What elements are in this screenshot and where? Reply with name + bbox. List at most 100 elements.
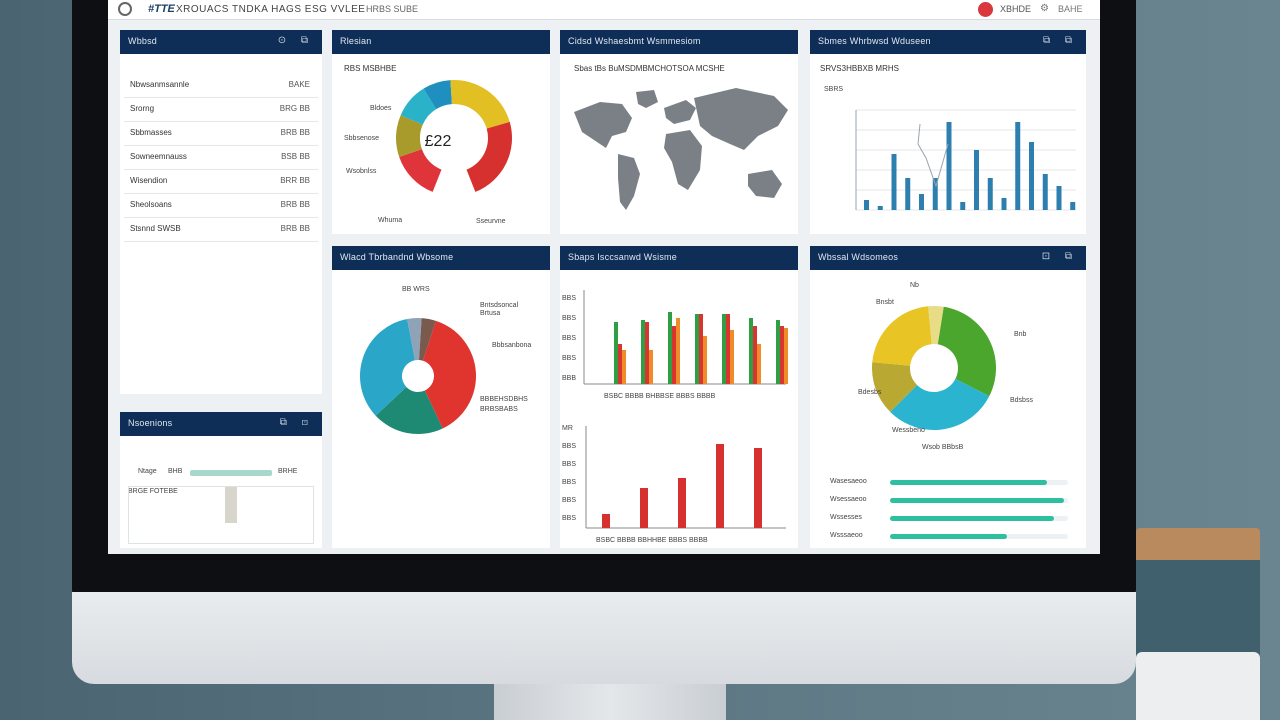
cup-lid <box>1136 528 1260 564</box>
notification-bar <box>225 487 237 523</box>
list-item-name: Sowneemnauss <box>130 152 187 161</box>
app-title: XROUACS TNDKA HAGS ESG VVLEE <box>176 4 366 15</box>
progress-track <box>890 516 1068 521</box>
gear-icon[interactable]: ⚙ <box>1040 3 1049 14</box>
revenue-slice <box>400 88 437 125</box>
list-item-name: Nbwsanmsannle <box>130 80 190 89</box>
list-item-name: Srorng <box>130 104 155 113</box>
panel-controls-icon[interactable]: ⊡ ⧉ <box>1041 251 1078 262</box>
bar <box>699 314 703 384</box>
list-item[interactable]: Sheolsoans BRB BB <box>124 194 318 218</box>
notifications-header: Nsoenions ⧉ ⊡ <box>120 412 322 436</box>
list-item-value: BRB BB <box>280 128 310 137</box>
menu-link[interactable]: BAHE <box>1058 4 1083 14</box>
x-axis-labels: BSBC BBBB BHBBSE BBBS BBBB <box>604 393 716 400</box>
tick-label: BBS <box>562 295 576 302</box>
progress-track <box>890 480 1068 485</box>
world-title: Cidsd Wshaesbmt Wsmmesiom <box>568 36 701 46</box>
tick-label: MR <box>562 425 573 432</box>
bar <box>1056 186 1062 210</box>
donut-right-slice <box>872 362 918 412</box>
donut-right-slice <box>937 306 996 397</box>
revenue-slice <box>396 115 423 157</box>
progress-fill <box>890 534 1008 539</box>
map-greenland <box>636 90 658 108</box>
tick-label: BBS <box>562 497 576 504</box>
list-item[interactable]: Stsnnd SWSB BRB BB <box>124 218 318 242</box>
list-item[interactable]: Srorng BRG BB <box>124 98 318 122</box>
donut-right-label: Bnb <box>1014 331 1027 338</box>
top-bar: #TTE XROUACS TNDKA HAGS ESG VVLEE HRBS S… <box>108 0 1100 20</box>
list-item[interactable]: Sowneemnauss BSB BB <box>124 146 318 170</box>
bar <box>776 320 780 384</box>
revenue-gauge-chart: £22 Bldoes Sbbsenose Wsobnlss Whuma Sseurvne <box>344 80 512 225</box>
white-container <box>1136 652 1260 720</box>
notification-icon[interactable] <box>978 2 993 17</box>
bar <box>668 312 672 384</box>
sidebar-header: Wbbsd ⊙ ⧉ <box>120 30 322 54</box>
donut-right-header: Wbssal Wdsomeos ⊡ ⧉ <box>810 246 1086 270</box>
donut-right-slice <box>872 306 932 366</box>
bar <box>974 150 979 210</box>
tick-label: BBS <box>562 461 576 468</box>
tick-label: BBS <box>562 443 576 450</box>
panel-controls-icon[interactable]: ⊙ ⧉ <box>277 35 314 46</box>
bar <box>622 350 626 384</box>
donut-left-slice <box>360 319 416 416</box>
progress-label: Wsessaeoo <box>830 496 867 503</box>
revenue-header: Rlesian <box>332 30 550 54</box>
user-menu[interactable]: XBHDE <box>1000 4 1032 14</box>
donut-right-label: Wessbeno <box>892 427 925 434</box>
list-item-name: Stsnnd SWSB <box>130 224 181 233</box>
bar <box>905 178 911 210</box>
list-item-name: Sheolsoans <box>130 200 172 209</box>
monitor-chin <box>72 592 1136 684</box>
donut-right-panel: Wbssal Wdsomeos ⊡ ⧉ Nb Bnsbt Bnb Bdesbs Bds… <box>810 246 1086 548</box>
panel-controls-icon[interactable]: ⧉ ⊡ <box>279 417 314 428</box>
list-item[interactable]: Sbbmasses BRB BB <box>124 122 318 146</box>
donut-left-slice <box>419 318 436 361</box>
bar <box>753 326 757 384</box>
revenue-label: Sseurvne <box>476 218 506 225</box>
list-item[interactable]: Wisendion BRR BB <box>124 170 318 194</box>
map-africa <box>664 130 702 190</box>
sidebar-title: Wbbsd <box>128 36 158 46</box>
donut-right-label: Bnsbt <box>876 299 894 306</box>
bar <box>703 336 707 384</box>
map-europe <box>664 100 696 124</box>
bars-mid-header: Sbaps Isccsanwd Wsisme <box>560 246 798 270</box>
bars-top-header: Sbmes Whrbwsd Wduseen ⧉ ⧉ <box>810 30 1086 54</box>
progress-label: Wsssaeoo <box>830 532 863 539</box>
bar <box>1070 202 1076 210</box>
revenue-label: Wsobnlss <box>346 168 377 175</box>
revenue-center-value: £22 <box>425 133 452 150</box>
list-item[interactable]: Nbwsanmsannle BAKE <box>124 74 318 98</box>
logo-icon[interactable] <box>118 2 132 16</box>
list-item-value: BRB BB <box>280 224 310 233</box>
nav-link[interactable]: HRBS SUBE <box>366 4 419 14</box>
bar <box>640 488 648 528</box>
world-panel: Cidsd Wshaesbmt Wsmmesiom Sbas tBs BuMSD… <box>560 30 798 234</box>
dashboard-screen: #TTE XROUACS TNDKA HAGS ESG VVLEE HRBS S… <box>108 0 1100 554</box>
bar <box>749 318 753 384</box>
bar <box>932 178 938 210</box>
sidebar-panel: Wbbsd ⊙ ⧉ Nbwsanmsannle BAKE Srorng BRG BB S… <box>120 30 322 394</box>
notification-extra: BRHE <box>278 468 298 475</box>
panel-controls-icon[interactable]: ⧉ ⧉ <box>1042 35 1078 46</box>
donut-left-header: Wlacd Tbrbandnd Wbsome <box>332 246 550 270</box>
bar <box>602 514 610 528</box>
bar <box>757 344 761 384</box>
list-item-name: Sbbmasses <box>130 128 172 137</box>
donut-left-title: Wlacd Tbrbandnd Wbsome <box>340 252 454 262</box>
bar <box>730 330 734 384</box>
bar <box>641 320 645 384</box>
world-map[interactable] <box>560 74 798 234</box>
trend-line <box>917 123 949 188</box>
bar <box>645 322 649 384</box>
bar <box>784 328 788 384</box>
world-header: Cidsd Wshaesbmt Wsmmesiom <box>560 30 798 54</box>
notification-progress <box>190 470 272 476</box>
progress-fill <box>890 480 1047 485</box>
revenue-panel: Rlesian RBS MSBHBE £22 Bldoes Sbbsenose Wso… <box>332 30 550 234</box>
list-item-value: BSB BB <box>281 152 310 161</box>
